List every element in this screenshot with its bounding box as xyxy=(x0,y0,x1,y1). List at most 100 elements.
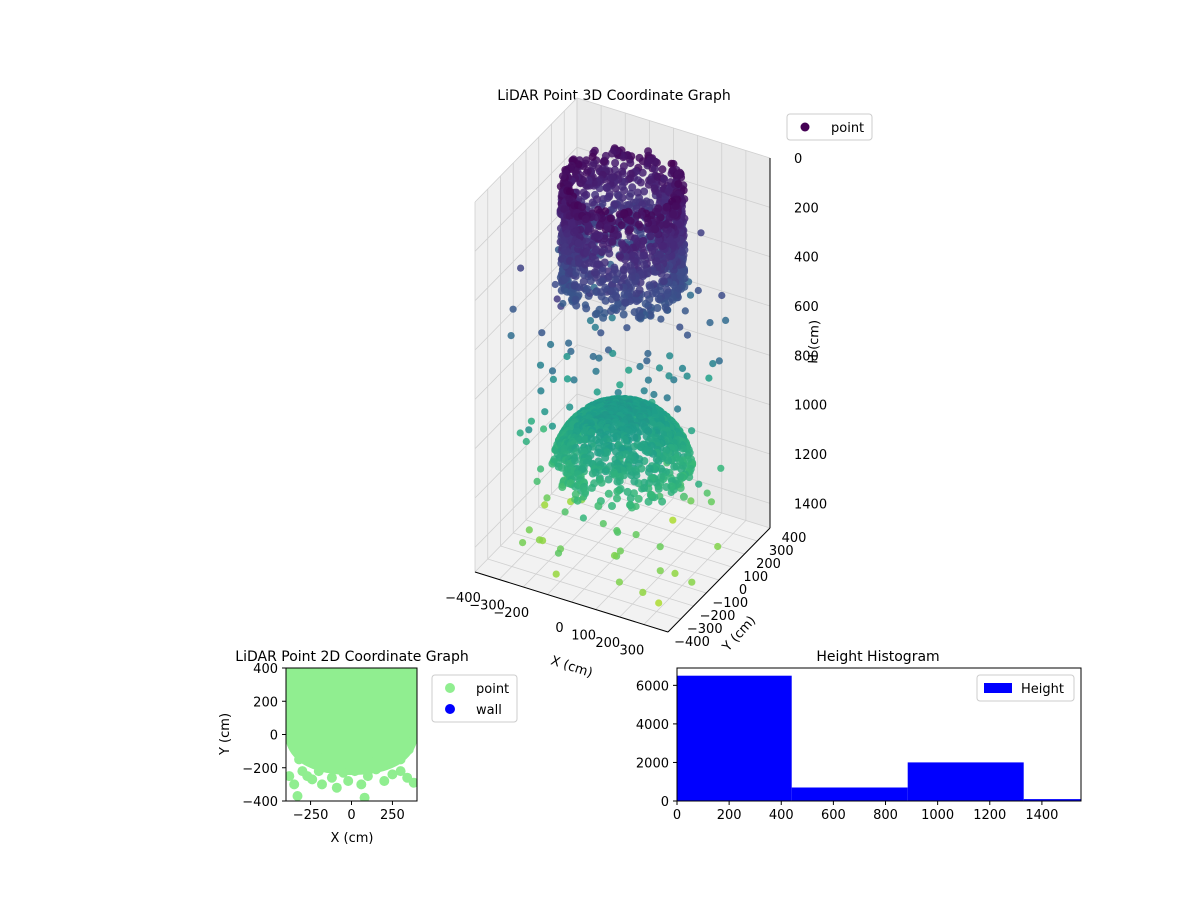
point-3d-cylinder xyxy=(644,147,653,156)
point-3d-scatter xyxy=(561,508,569,516)
point-3d-cylinder xyxy=(633,188,642,197)
point-3d-scatter xyxy=(695,480,703,488)
point-3d-dome xyxy=(654,484,663,493)
point-3d-scatter xyxy=(553,295,561,303)
point-3d-scatter xyxy=(609,349,617,357)
point-3d-cylinder xyxy=(662,290,671,299)
point-3d-cylinder xyxy=(599,240,607,249)
point-3d-scatter xyxy=(536,361,545,369)
point-3d-scatter xyxy=(522,437,530,446)
point-3d-scatter xyxy=(665,372,673,380)
scatter-2d-point xyxy=(286,771,295,782)
point-3d-scatter xyxy=(566,403,574,411)
y-tick-label: −100 xyxy=(712,596,748,611)
point-3d-dome xyxy=(613,494,621,503)
point-3d-dome xyxy=(601,453,610,462)
x-tick-label: −400 xyxy=(445,591,481,606)
point-3d-scatter xyxy=(525,426,533,434)
point-3d-scatter xyxy=(517,264,525,272)
point-3d-dome xyxy=(596,449,605,457)
point-3d-dome xyxy=(610,470,619,479)
legend-label-height: Height xyxy=(1021,682,1064,697)
point-3d-cylinder xyxy=(608,287,616,296)
histogram-ticks: 0 200 400 600 800 1000 1200 1400 0 2000 4000 6000 xyxy=(636,679,1059,823)
z-tick-label: 800 xyxy=(794,349,819,364)
point-3d-dome xyxy=(627,471,636,480)
point-3d-cylinder xyxy=(653,304,662,312)
point-3d-scatter xyxy=(705,374,713,382)
x-tick-label: 1400 xyxy=(1025,808,1058,823)
chart-2d: LiDAR Point 2D Coordinate Graph −250 0 250… xyxy=(218,649,518,846)
point-3d-cylinder xyxy=(581,215,590,224)
point-3d-cylinder xyxy=(610,265,619,274)
point-3d-dome xyxy=(557,463,566,472)
point-3d-scatter xyxy=(623,324,631,332)
histogram-legend: Height xyxy=(976,674,1075,702)
point-3d-cylinder xyxy=(608,149,617,158)
y-tick-label: 4000 xyxy=(636,718,669,733)
point-3d-scatter xyxy=(717,464,725,472)
point-3d-cylinder xyxy=(645,281,654,290)
point-3d-scatter xyxy=(686,291,695,299)
z-tick-label: 1000 xyxy=(794,399,827,414)
histogram-bar xyxy=(791,787,908,801)
point-3d-cylinder xyxy=(592,261,601,270)
point-3d-cylinder xyxy=(628,183,637,192)
point-3d-scatter xyxy=(655,364,664,372)
point-3d-cylinder xyxy=(635,153,644,162)
point-3d-scatter xyxy=(625,366,633,374)
point-3d-scatter xyxy=(657,315,665,323)
point-3d-cylinder xyxy=(664,187,673,196)
chart-3d: LiDAR Point 3D Coordinate Graph −400−300… xyxy=(445,88,873,681)
point-3d-cylinder xyxy=(570,228,579,237)
point-3d-scatter xyxy=(687,497,695,505)
point-3d-cylinder xyxy=(640,260,649,269)
point-3d-scatter xyxy=(537,387,545,395)
point-3d-cylinder xyxy=(593,309,601,318)
y-tick-label: 300 xyxy=(769,544,794,559)
point-3d-cylinder xyxy=(614,191,623,200)
point-3d-scatter xyxy=(707,498,716,506)
point-3d-scatter xyxy=(589,352,597,361)
point-3d-dome xyxy=(670,462,679,471)
x-tick-label: −300 xyxy=(469,599,505,614)
point-3d-cylinder xyxy=(630,308,639,317)
legend-box xyxy=(786,113,873,141)
x-tick-label: 200 xyxy=(717,808,742,823)
point-3d-scatter xyxy=(552,570,560,578)
scatter-2d-point xyxy=(359,792,370,801)
x-tick-label: 200 xyxy=(595,636,620,651)
point-3d-cylinder xyxy=(644,180,653,189)
point-3d-dome xyxy=(630,477,639,486)
point-3d-scatter xyxy=(565,339,573,347)
point-3d-cylinder xyxy=(645,295,654,304)
point-3d-dome xyxy=(641,446,650,455)
point-3d-dome xyxy=(640,484,649,492)
point-3d-scatter xyxy=(639,588,647,597)
point-3d-cylinder xyxy=(626,159,635,168)
point-3d-cylinder xyxy=(619,310,628,319)
point-3d-dome xyxy=(581,487,590,496)
histogram-bar xyxy=(907,762,1024,801)
point-3d-cylinder xyxy=(605,249,614,258)
x-tick-label: 1200 xyxy=(973,808,1006,823)
scatter-2d-point xyxy=(356,779,367,790)
point-3d-dome xyxy=(601,467,610,476)
point-3d-dome xyxy=(679,492,688,501)
scatter-2d-point xyxy=(286,709,293,720)
scatter-2d-point xyxy=(410,712,417,723)
point-3d-scatter xyxy=(592,367,600,375)
z-tick-label: 600 xyxy=(794,300,819,315)
scatter-2d-point xyxy=(289,779,300,790)
scatter-2d-point xyxy=(336,751,347,762)
point-3d-cylinder xyxy=(632,297,641,306)
y-tick-label: −400 xyxy=(674,635,710,650)
x-axis-line xyxy=(474,571,669,633)
point-3d-scatter xyxy=(516,429,524,437)
point-3d-cylinder xyxy=(608,237,617,246)
point-3d-cylinder xyxy=(674,180,683,189)
x-tick-label: 250 xyxy=(380,808,405,823)
point-3d-scatter xyxy=(593,388,601,396)
point-3d-cylinder xyxy=(667,159,676,168)
point-3d-cylinder xyxy=(653,208,662,217)
